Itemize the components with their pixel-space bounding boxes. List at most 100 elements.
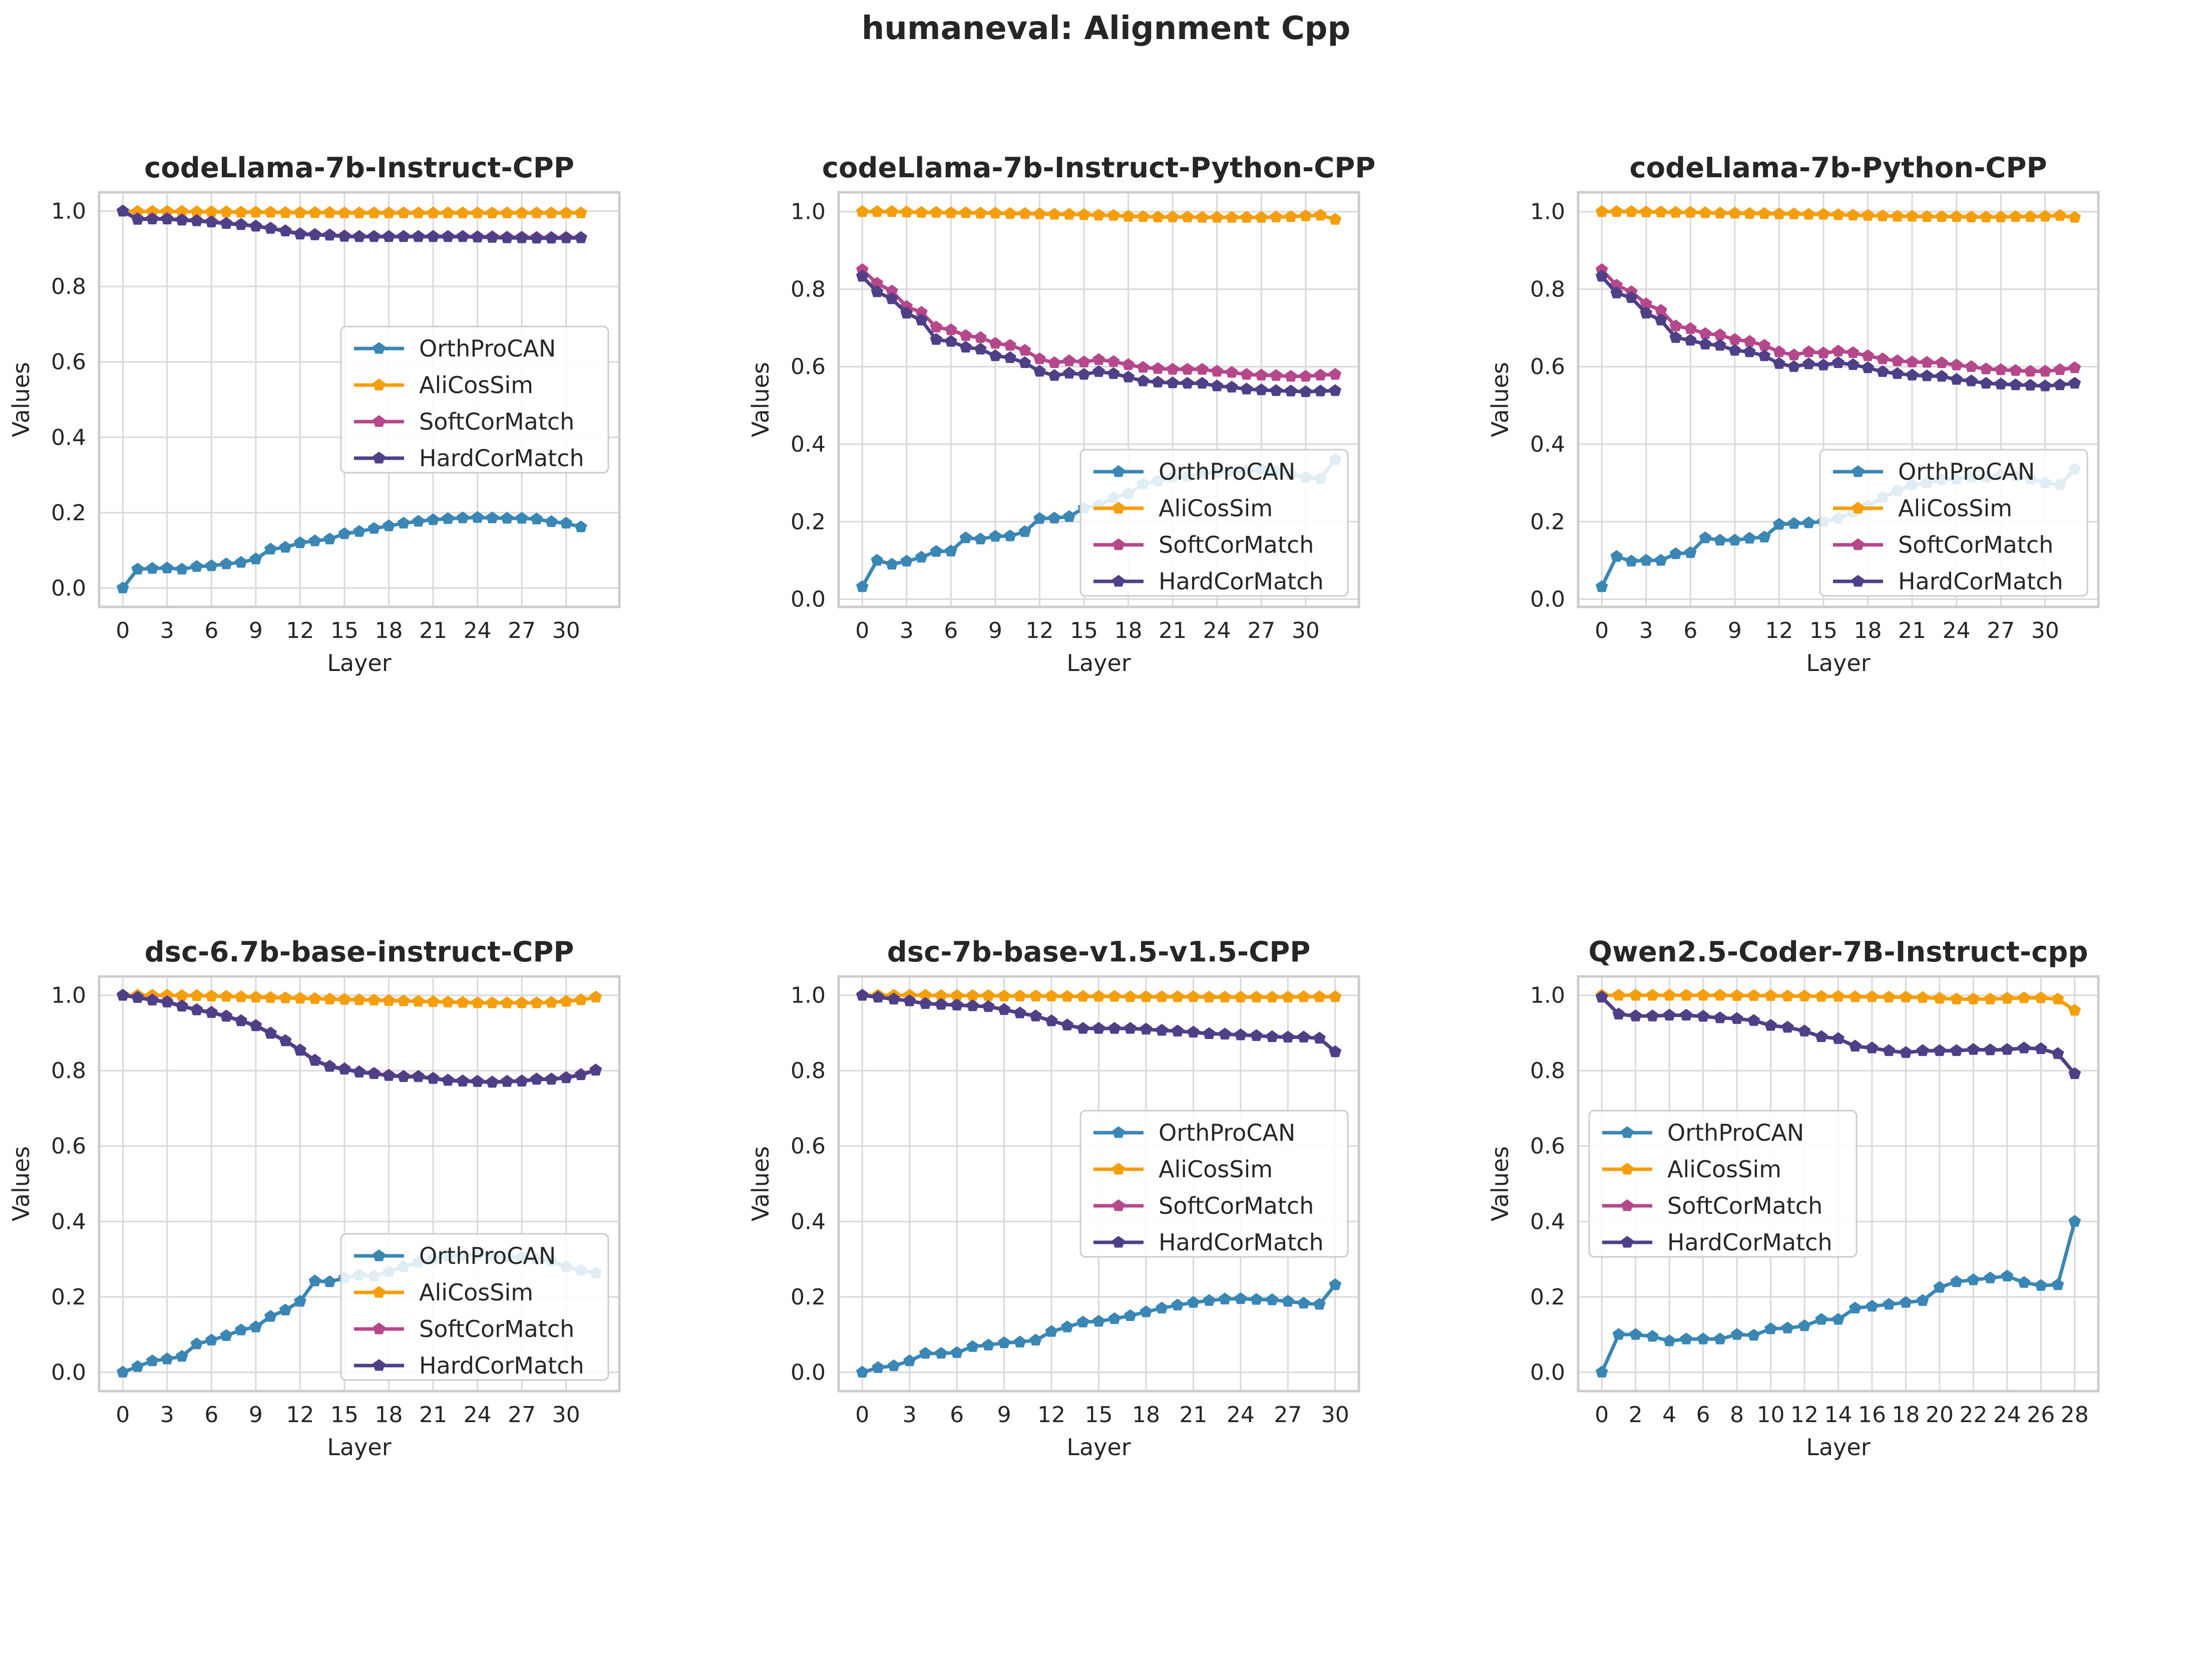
data-point-AliCosSim <box>1203 990 1216 1003</box>
data-point-AliCosSim <box>1663 988 1676 1001</box>
data-point-OrthProCAN <box>530 512 543 525</box>
data-point-AliCosSim <box>1196 211 1209 223</box>
data-point-AliCosSim <box>1124 990 1137 1003</box>
data-point-AliCosSim <box>1862 209 1874 221</box>
data-point-OrthProCAN <box>131 1360 144 1372</box>
data-point-SoftCorMatch <box>1743 335 1756 347</box>
x-tick-label: 30 <box>1321 1402 1349 1428</box>
y-tick-label: 0.8 <box>791 1058 826 1084</box>
data-point-HardCorMatch <box>1654 313 1667 325</box>
data-point-SoftCorMatch <box>1152 362 1164 374</box>
data-point-HardCorMatch <box>1181 377 1194 389</box>
legend-swatch-marker <box>373 342 386 354</box>
data-point-OrthProCAN <box>885 557 898 570</box>
data-point-AliCosSim <box>1077 208 1090 220</box>
x-tick-label: 30 <box>552 1402 580 1428</box>
data-point-OrthProCAN <box>1714 533 1726 546</box>
data-point-HardCorMatch <box>294 227 306 240</box>
data-point-OrthProCAN <box>308 1274 321 1286</box>
data-point-HardCorMatch <box>1255 383 1268 396</box>
legend-swatch-marker <box>1621 1199 1634 1211</box>
data-point-OrthProCAN <box>1625 554 1638 567</box>
data-point-HardCorMatch <box>456 1075 469 1087</box>
data-point-AliCosSim <box>1033 207 1046 219</box>
data-point-SoftCorMatch <box>1891 354 1904 367</box>
data-point-AliCosSim <box>338 206 351 218</box>
data-point-AliCosSim <box>1950 210 1963 222</box>
data-point-OrthProCAN <box>1787 517 1800 529</box>
data-point-AliCosSim <box>442 206 454 218</box>
data-point-HardCorMatch <box>1203 1027 1216 1039</box>
data-point-HardCorMatch <box>545 1073 558 1085</box>
data-point-HardCorMatch <box>515 231 528 243</box>
data-point-OrthProCAN <box>1219 1292 1231 1304</box>
data-point-HardCorMatch <box>989 349 1002 362</box>
data-point-OrthProCAN <box>2051 1278 2064 1290</box>
data-point-HardCorMatch <box>1004 351 1016 363</box>
data-point-OrthProCAN <box>220 557 233 569</box>
data-point-OrthProCAN <box>1967 1273 1980 1285</box>
data-point-HardCorMatch <box>146 212 159 224</box>
data-point-HardCorMatch <box>116 204 129 217</box>
data-point-AliCosSim <box>279 206 292 218</box>
data-point-OrthProCAN <box>249 552 262 564</box>
legend-swatch-marker <box>373 452 386 464</box>
data-point-SoftCorMatch <box>1092 353 1105 365</box>
x-tick-label: 26 <box>2027 1402 2055 1428</box>
data-point-SoftCorMatch <box>1196 363 1209 375</box>
data-point-AliCosSim <box>1815 989 1828 1002</box>
legend-label: OrthProCAN <box>1898 458 2035 485</box>
data-point-HardCorMatch <box>1625 291 1638 303</box>
data-point-AliCosSim <box>1817 208 1830 220</box>
data-point-OrthProCAN <box>872 1361 885 1373</box>
data-point-AliCosSim <box>1329 213 1342 225</box>
x-tick-label: 6 <box>1696 1402 1710 1428</box>
data-point-AliCosSim <box>530 996 543 1009</box>
data-point-OrthProCAN <box>1061 1320 1073 1332</box>
data-point-OrthProCAN <box>515 512 528 524</box>
data-point-HardCorMatch <box>1018 356 1031 368</box>
data-point-SoftCorMatch <box>2009 364 2022 376</box>
data-point-AliCosSim <box>885 205 898 217</box>
subplot-title: dsc-7b-base-v1.5-v1.5-CPP <box>887 936 1311 968</box>
data-point-AliCosSim <box>1250 990 1263 1003</box>
data-point-SoftCorMatch <box>1077 355 1090 368</box>
data-point-HardCorMatch <box>1329 1045 1342 1058</box>
data-point-HardCorMatch <box>1950 1044 1963 1056</box>
data-point-OrthProCAN <box>235 1323 247 1336</box>
data-point-AliCosSim <box>161 205 174 217</box>
data-point-HardCorMatch <box>1747 1014 1760 1026</box>
data-point-HardCorMatch <box>1680 1009 1693 1021</box>
data-point-AliCosSim <box>1798 989 1811 1002</box>
x-tick-label: 30 <box>1292 618 1320 643</box>
data-point-HardCorMatch <box>131 213 144 225</box>
data-point-OrthProCAN <box>1714 1332 1726 1345</box>
data-point-SoftCorMatch <box>1994 363 2007 375</box>
data-point-SoftCorMatch <box>989 337 1002 349</box>
data-point-HardCorMatch <box>1773 357 1785 369</box>
data-point-AliCosSim <box>1181 210 1194 222</box>
y-tick-label: 0.4 <box>51 1209 86 1234</box>
x-tick-label: 6 <box>944 618 958 643</box>
x-tick-label: 14 <box>1824 1402 1853 1428</box>
x-tick-label: 27 <box>1247 618 1275 643</box>
data-point-HardCorMatch <box>1156 1024 1168 1036</box>
data-point-OrthProCAN <box>1313 1297 1326 1310</box>
data-point-OrthProCAN <box>900 554 913 567</box>
x-tick-label: 18 <box>375 618 403 643</box>
data-point-AliCosSim <box>589 990 602 1003</box>
data-point-HardCorMatch <box>1234 1028 1247 1041</box>
data-point-AliCosSim <box>1758 207 1771 219</box>
subplot-2: 0 3 6 9 12 15 18 21 24 27 30 0.0 0.2 0.4 0.6 0.8 1.0 code… <box>747 152 1375 677</box>
y-tick-label: 0.0 <box>791 587 826 612</box>
data-point-OrthProCAN <box>930 545 943 557</box>
y-tick-label: 0.0 <box>51 575 86 601</box>
data-point-OrthProCAN <box>1699 531 1712 543</box>
data-point-HardCorMatch <box>2039 379 2052 392</box>
x-tick-label: 27 <box>1987 618 2015 643</box>
data-point-HardCorMatch <box>1140 1023 1153 1035</box>
x-axis-label: Layer <box>1066 649 1131 677</box>
data-point-HardCorMatch <box>2024 379 2037 391</box>
data-point-HardCorMatch <box>323 228 336 241</box>
data-point-OrthProCAN <box>175 1350 188 1362</box>
